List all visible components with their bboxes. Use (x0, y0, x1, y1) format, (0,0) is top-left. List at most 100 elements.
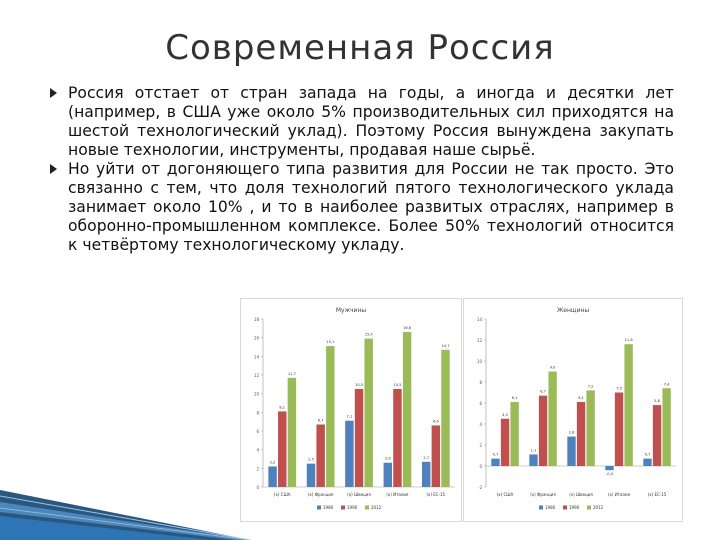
data-label: 8,1 (279, 405, 285, 409)
bar (431, 425, 441, 487)
data-label: 5,8 (654, 399, 660, 403)
y-tick-label: 8 (256, 410, 259, 415)
bar (393, 389, 402, 487)
bar (306, 463, 316, 487)
bullet-list: Россия отстает от стран запада на годы, … (48, 84, 674, 255)
data-label: 15,9 (365, 333, 374, 337)
chart-women: Женщины -2 0 2 4 6 8 10 12 14 0,7 4,5 6,1 (х) США 1,1 6… (463, 298, 683, 522)
category-label: (х) Франция (530, 492, 556, 497)
y-tick-label: 0 (256, 485, 259, 490)
bullet-arrow-icon (50, 164, 57, 174)
bar (287, 377, 297, 487)
legend-swatch (317, 505, 321, 510)
category-label: (х) ЕС-15 (648, 492, 667, 497)
legend-label: 1990 (569, 505, 580, 510)
data-label: 11,6 (625, 338, 634, 342)
legend-swatch (341, 505, 345, 510)
data-label: 2,7 (423, 456, 429, 460)
data-label: 2,6 (385, 457, 391, 461)
data-label: 6,1 (578, 396, 584, 400)
bar (510, 401, 519, 466)
y-tick-label: 12 (254, 373, 260, 378)
y-tick-label: 18 (254, 317, 260, 322)
bar (421, 461, 431, 487)
corner-line (0, 507, 251, 540)
bar (278, 411, 287, 487)
data-label: 16,6 (403, 326, 412, 330)
data-label: 6,1 (512, 396, 518, 400)
data-label: 6,6 (433, 419, 439, 423)
bar (548, 371, 557, 466)
bar (643, 458, 652, 466)
bar (364, 338, 373, 487)
y-tick-label: 12 (477, 338, 483, 343)
y-tick-label: 16 (254, 336, 260, 341)
bar (402, 332, 412, 487)
y-tick-label: 10 (477, 359, 483, 364)
data-label: 1,1 (531, 448, 537, 452)
data-label: 9,0 (550, 366, 556, 370)
bar (354, 389, 364, 487)
bar (383, 462, 393, 487)
data-label: 7,4 (664, 382, 670, 386)
category-label: (х) Италия (386, 492, 409, 497)
data-label: 2,2 (270, 460, 276, 464)
data-label: 6,7 (540, 390, 546, 394)
category-label: (х) Швеция (569, 492, 593, 497)
data-label: 0,7 (493, 453, 499, 457)
data-label: 15,1 (326, 340, 334, 344)
y-tick-label: 2 (479, 443, 482, 448)
bar (652, 405, 662, 466)
bar (586, 390, 595, 466)
legend-swatch (563, 505, 567, 510)
legend-swatch (539, 505, 543, 510)
chart-men-svg: Мужчины 0 2 4 6 8 10 12 14 16 18 2,2 8,1 11,7 (х) США 2… (254, 307, 455, 510)
legend-label: 1980 (323, 505, 334, 510)
bar (576, 401, 586, 466)
y-tick-label: 2 (256, 466, 259, 471)
y-tick-label: 8 (479, 380, 482, 385)
category-label: (х) ЕС-15 (426, 492, 445, 497)
category-label: (х) США (274, 492, 291, 497)
bar (491, 458, 500, 466)
data-label: 7,2 (588, 384, 594, 388)
y-tick-label: 10 (254, 392, 260, 397)
corner-line (0, 495, 251, 540)
data-label: 6,7 (318, 418, 324, 422)
bar (316, 424, 325, 487)
bullet-arrow-icon (50, 88, 57, 98)
data-label: 2,8 (569, 431, 575, 435)
legend-swatch (587, 505, 591, 510)
bar (614, 392, 624, 466)
corner-stripe (0, 516, 210, 540)
data-label: 0,7 (645, 453, 651, 457)
bar (567, 436, 576, 466)
bar (441, 349, 450, 487)
bar (624, 344, 633, 466)
corner-stripe (0, 502, 250, 540)
bar (662, 388, 671, 466)
bar (268, 466, 277, 487)
data-label: 2,5 (308, 458, 314, 462)
legend-label: 2012 (371, 505, 382, 510)
slide-title: Современная Россия (165, 28, 555, 68)
category-label: (х) США (497, 492, 514, 497)
legend-label: 2012 (593, 505, 604, 510)
data-label: 10,5 (393, 383, 401, 387)
bullet-text: Но уйти от догоняющего типа развития для… (68, 160, 674, 254)
chart-men: Мужчины 0 2 4 6 8 10 12 14 16 18 2,2 8,1 11,7 (х) США 2… (240, 298, 462, 522)
data-label: 14,7 (441, 344, 449, 348)
legend-swatch (365, 505, 369, 510)
bullet-item: Но уйти от догоняющего типа развития для… (48, 160, 674, 255)
category-label: (х) Италия (608, 492, 631, 497)
y-tick-label: 6 (256, 429, 259, 434)
bar (605, 466, 614, 471)
data-label: 4,5 (502, 413, 508, 417)
category-label: (х) Франция (308, 492, 334, 497)
data-label: 7,1 (347, 415, 353, 419)
bullet-item: Россия отстает от стран запада на годы, … (48, 84, 674, 160)
bar (500, 418, 510, 466)
bullet-text: Россия отстает от стран запада на годы, … (68, 84, 674, 159)
data-label: 10,5 (355, 383, 363, 387)
data-label: 7,0 (616, 387, 622, 391)
